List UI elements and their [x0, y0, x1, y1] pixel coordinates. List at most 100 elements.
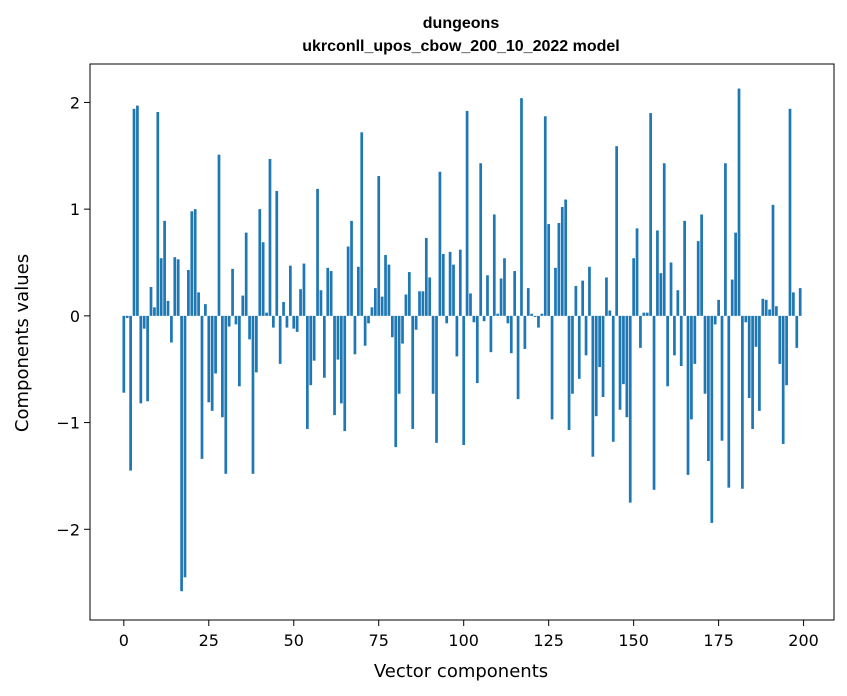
bar	[635, 228, 639, 316]
bar	[268, 158, 272, 316]
bar	[255, 315, 258, 373]
bar	[608, 310, 612, 316]
bar	[421, 291, 425, 316]
bar	[530, 313, 534, 316]
bar	[146, 315, 149, 402]
bar	[713, 315, 717, 325]
bar	[669, 262, 673, 316]
bar	[469, 293, 472, 316]
bar	[248, 315, 251, 340]
bar	[730, 279, 734, 316]
bar	[622, 315, 625, 385]
bar	[632, 258, 635, 316]
bar	[533, 315, 537, 317]
bar	[210, 315, 214, 411]
bar	[560, 207, 564, 316]
bar	[785, 315, 788, 386]
bar	[353, 315, 357, 355]
bar	[465, 110, 469, 316]
bar	[571, 315, 574, 394]
y-tick-label: 2	[70, 93, 80, 112]
bar	[153, 307, 156, 316]
bar	[798, 288, 802, 316]
bar	[540, 313, 544, 316]
bar	[503, 258, 506, 316]
bar	[496, 313, 500, 316]
bar	[227, 315, 231, 327]
bar	[258, 209, 262, 316]
bar	[173, 257, 177, 316]
x-tick-label: 0	[119, 631, 129, 650]
x-tick-label: 75	[369, 631, 389, 650]
bar	[295, 315, 299, 332]
bar	[509, 315, 513, 354]
bar	[676, 290, 680, 316]
x-tick-label: 175	[703, 631, 734, 650]
chart-subtitle: ukrconll_upos_cbow_200_10_2022 model	[302, 38, 619, 55]
bar	[404, 294, 408, 316]
bar	[690, 315, 693, 420]
bar	[390, 315, 394, 338]
bar	[285, 315, 289, 328]
bar	[673, 315, 676, 356]
bar	[346, 246, 350, 316]
bar	[710, 315, 714, 523]
y-axis-label: Components values	[12, 254, 33, 432]
bar	[373, 288, 377, 316]
bar	[445, 315, 449, 324]
bar	[305, 315, 309, 429]
bar	[231, 268, 234, 316]
bar	[547, 224, 551, 316]
bar	[554, 267, 557, 316]
bar	[397, 315, 401, 394]
bar	[384, 255, 387, 316]
bar	[543, 116, 547, 316]
bar	[251, 315, 255, 474]
bar	[183, 315, 187, 578]
bar	[486, 275, 489, 316]
bar	[207, 315, 211, 403]
bar	[516, 315, 520, 400]
bar	[557, 223, 561, 316]
bar	[394, 315, 398, 448]
bar	[564, 199, 568, 316]
bar	[319, 290, 323, 316]
bar	[652, 315, 656, 490]
bar	[166, 300, 170, 316]
bar	[764, 299, 768, 316]
y-axis-ticks: −2 −1 0 1 2	[56, 93, 90, 539]
bar	[707, 315, 710, 461]
bar	[792, 292, 795, 316]
bar	[448, 251, 452, 316]
chart-title: dungeons	[423, 15, 500, 32]
bar	[275, 190, 279, 316]
bar	[438, 171, 442, 316]
bar	[574, 285, 578, 316]
bar	[499, 278, 503, 316]
x-axis-label: Vector components	[374, 661, 548, 682]
bar	[717, 299, 720, 316]
bar	[744, 315, 748, 323]
bar	[462, 315, 466, 445]
bar	[737, 88, 741, 316]
bar	[747, 315, 751, 399]
bar	[778, 315, 782, 364]
bar	[370, 307, 374, 316]
bar	[601, 315, 605, 397]
x-tick-label: 100	[448, 631, 479, 650]
bar	[741, 315, 744, 489]
bar	[520, 98, 523, 316]
bar	[122, 315, 126, 393]
bar	[724, 163, 727, 316]
bar	[261, 242, 265, 316]
bar	[350, 220, 353, 316]
bar	[679, 315, 683, 367]
bar	[758, 315, 761, 411]
x-tick-label: 50	[284, 631, 304, 650]
bar	[479, 163, 483, 316]
bar	[224, 315, 228, 474]
bar	[567, 315, 571, 431]
bar	[336, 315, 340, 360]
bar	[683, 220, 686, 316]
